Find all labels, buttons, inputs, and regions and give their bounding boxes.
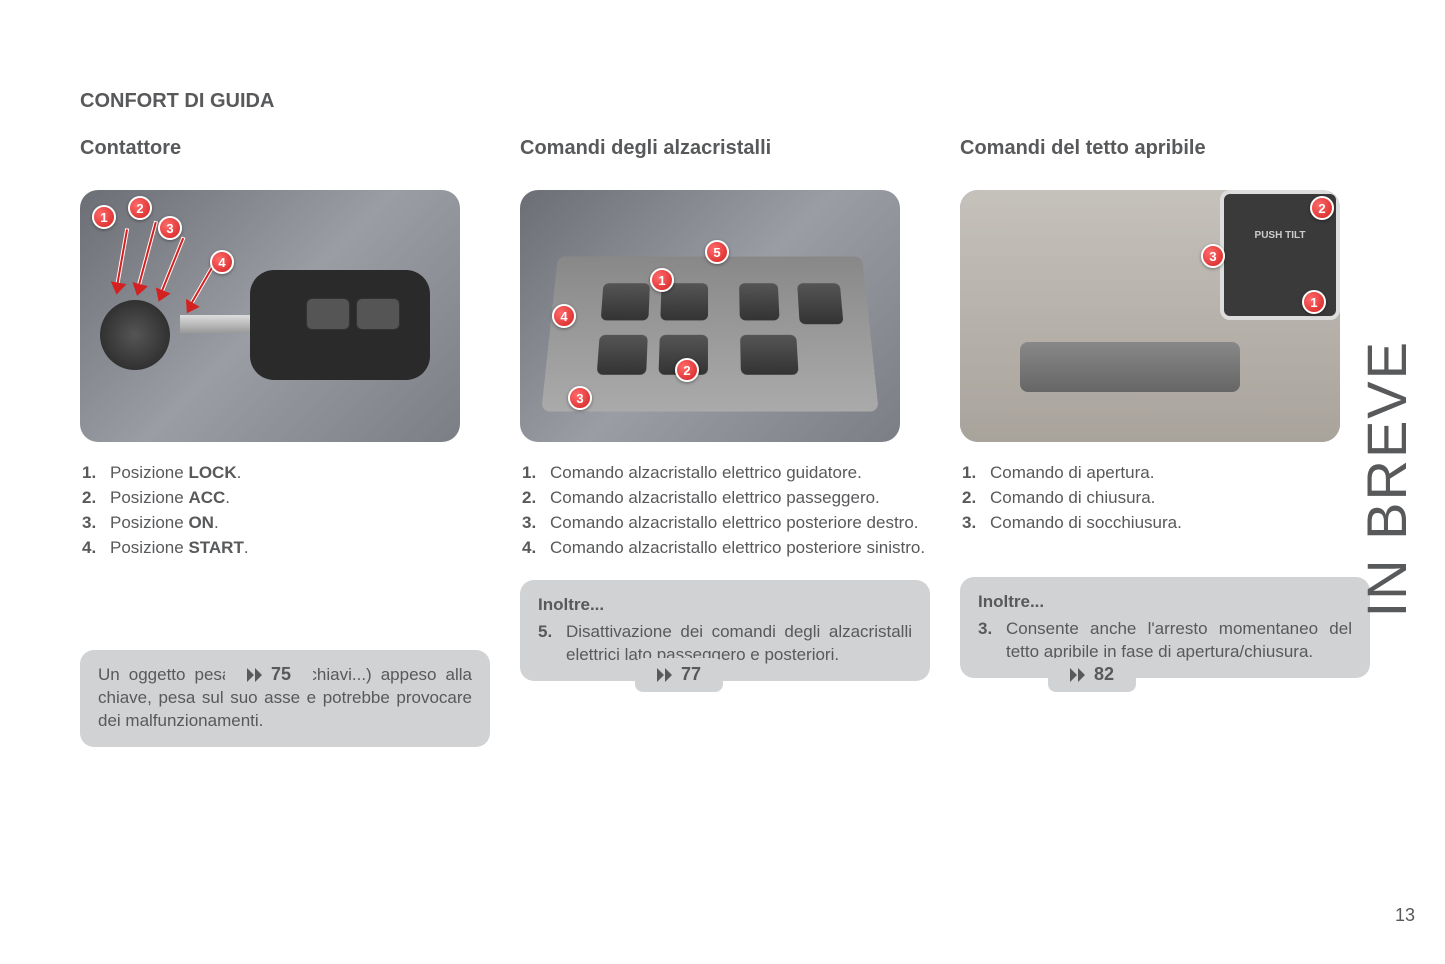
spacer	[80, 562, 490, 632]
callout-marker: 2	[675, 358, 699, 382]
overhead-console-icon	[1020, 342, 1240, 392]
page-reference[interactable]: 77	[635, 658, 723, 692]
lock-switch-icon	[739, 283, 779, 320]
image-ignition-key: 1 2 3 4	[80, 190, 460, 442]
info-list-item: 5. Disattivazione dei comandi degli alza…	[538, 621, 912, 667]
key-fob-icon	[250, 270, 430, 380]
callout-marker: 1	[1302, 290, 1326, 314]
info-box-sunroof-extra: Inoltre... 3. Consente anche l'arresto m…	[960, 577, 1370, 678]
list-text: Posizione LOCK.	[110, 462, 490, 485]
callout-marker: 2	[128, 196, 152, 220]
list-item: 3. Comando di socchiusura.	[960, 512, 1370, 535]
subtitle-contattore: Contattore	[80, 137, 490, 160]
page-ref-number: 77	[681, 664, 701, 685]
list-number: 1.	[960, 462, 990, 485]
list-ignition-positions: 1. Posizione LOCK. 2. Posizione ACC. 3. …	[80, 462, 490, 562]
list-number: 2.	[80, 487, 110, 510]
column-contattore: Contattore 1 2 3 4 1. Po	[80, 137, 490, 747]
callout-marker: 2	[1310, 196, 1334, 220]
columns-container: Contattore 1 2 3 4 1. Po	[80, 137, 1370, 747]
list-text: Comando alzacristallo elettrico passegge…	[550, 487, 930, 510]
list-item: 1. Comando alzacristallo elettrico guida…	[520, 462, 930, 485]
page-ref-number: 75	[271, 664, 291, 685]
list-number: 1.	[80, 462, 110, 485]
list-text: Posizione ACC.	[110, 487, 490, 510]
column-tetto: Comandi del tetto apribile PUSH TILT 2 3…	[960, 137, 1370, 747]
list-number: 4.	[520, 537, 550, 560]
callout-marker: 1	[92, 205, 116, 229]
callout-marker: 3	[1201, 244, 1225, 268]
switch-icon	[740, 335, 798, 375]
list-text: Comando alzacristallo elettrico posterio…	[550, 512, 930, 535]
list-item: 3. Comando alzacristallo elettrico poste…	[520, 512, 930, 535]
arrow-icon	[136, 221, 158, 290]
list-number: 3.	[520, 512, 550, 535]
list-number: 3.	[80, 512, 110, 535]
info-text: Disattivazione dei comandi degli alzacri…	[566, 621, 912, 667]
arrow-icon	[159, 237, 186, 296]
list-item: 3. Posizione ON.	[80, 512, 490, 535]
list-text: Comando di chiusura.	[990, 487, 1370, 510]
list-text: Comando di apertura.	[990, 462, 1370, 485]
list-text: Comando di socchiusura.	[990, 512, 1370, 535]
list-item: 1. Comando di apertura.	[960, 462, 1370, 485]
list-item: 4. Comando alzacristallo elettrico poste…	[520, 537, 930, 560]
list-text: Comando alzacristallo elettrico guidator…	[550, 462, 930, 485]
subtitle-tetto: Comandi del tetto apribile	[960, 137, 1370, 160]
image-sunroof-controls: PUSH TILT 2 3 1	[960, 190, 1340, 442]
info-title: Inoltre...	[538, 594, 912, 617]
list-item: 2. Comando alzacristallo elettrico passe…	[520, 487, 930, 510]
window-panel-icon	[541, 257, 878, 412]
window-switch-icon	[597, 335, 648, 375]
fast-forward-icon	[1070, 668, 1086, 682]
callout-marker: 5	[705, 240, 729, 264]
ignition-cylinder-icon	[100, 300, 170, 370]
list-number: 2.	[520, 487, 550, 510]
page-reference[interactable]: 75	[225, 658, 313, 692]
list-text: Posizione START.	[110, 537, 490, 560]
info-text: Consente anche l'arresto momentaneo del …	[1006, 618, 1352, 664]
fob-button-icon	[306, 298, 350, 330]
list-number: 1.	[520, 462, 550, 485]
list-item: 1. Posizione LOCK.	[80, 462, 490, 485]
list-text: Comando alzacristallo elettrico posterio…	[550, 537, 930, 560]
list-number: 4.	[80, 537, 110, 560]
page-number: 13	[1395, 905, 1415, 926]
list-number: 3.	[960, 512, 990, 535]
page-ref-number: 82	[1094, 664, 1114, 685]
callout-marker: 4	[210, 250, 234, 274]
manual-page: CONFORT DI GUIDA Contattore 1 2 3 4	[0, 0, 1445, 747]
info-title: Inoltre...	[978, 591, 1352, 614]
list-item: 2. Comando di chiusura.	[960, 487, 1370, 510]
list-text: Posizione ON.	[110, 512, 490, 535]
callout-marker: 3	[568, 386, 592, 410]
window-switch-icon	[601, 283, 650, 320]
page-title: CONFORT DI GUIDA	[80, 90, 1370, 113]
list-sunroof-controls: 1. Comando di apertura. 2. Comando di ch…	[960, 462, 1370, 537]
info-list-item: 3. Consente anche l'arresto momentaneo d…	[978, 618, 1352, 664]
fast-forward-icon	[247, 668, 263, 682]
fast-forward-icon	[657, 668, 673, 682]
subtitle-alzacristalli: Comandi degli alzacristalli	[520, 137, 930, 160]
callout-marker: 4	[552, 304, 576, 328]
column-alzacristalli: Comandi degli alzacristalli 1 2 3 4 5	[520, 137, 930, 747]
list-number: 2.	[960, 487, 990, 510]
page-reference[interactable]: 82	[1048, 658, 1136, 692]
info-number: 5.	[538, 621, 566, 667]
callout-marker: 3	[158, 216, 182, 240]
arrow-icon	[115, 228, 129, 288]
list-item: 4. Posizione START.	[80, 537, 490, 560]
fob-button-icon	[356, 298, 400, 330]
info-box-window-extra: Inoltre... 5. Disattivazione dei comandi…	[520, 580, 930, 681]
list-item: 2. Posizione ACC.	[80, 487, 490, 510]
callout-marker: 1	[650, 268, 674, 292]
image-window-controls: 1 2 3 4 5	[520, 190, 900, 442]
mirror-adjust-icon	[797, 283, 843, 324]
section-tab: IN BREVE	[1354, 340, 1419, 617]
info-number: 3.	[978, 618, 1006, 664]
list-window-controls: 1. Comando alzacristallo elettrico guida…	[520, 462, 930, 562]
